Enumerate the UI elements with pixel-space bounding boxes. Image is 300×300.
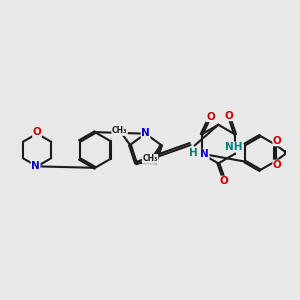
Text: N: N: [31, 161, 40, 171]
Text: O: O: [273, 160, 282, 170]
Text: O: O: [225, 111, 233, 121]
Text: N: N: [141, 128, 150, 138]
Text: H: H: [189, 148, 197, 158]
Text: CH₃: CH₃: [142, 154, 158, 164]
Text: CH₃: CH₃: [112, 127, 127, 136]
Text: O: O: [273, 136, 282, 146]
Text: N: N: [200, 149, 209, 159]
Text: O: O: [206, 112, 215, 122]
Text: O: O: [33, 127, 41, 137]
Text: NH: NH: [225, 142, 242, 152]
Text: O: O: [220, 176, 229, 186]
